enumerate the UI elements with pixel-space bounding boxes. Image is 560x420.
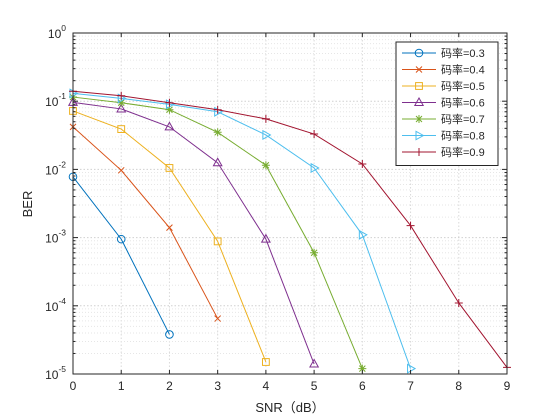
legend-box	[395, 41, 499, 166]
series-3	[69, 107, 270, 366]
y-axis-label: BER	[20, 191, 35, 218]
data-point-marker	[358, 229, 368, 240]
legend-label: 码率=0.5	[441, 79, 485, 93]
series-line	[72, 126, 219, 319]
data-point-marker	[406, 221, 415, 230]
data-point-marker	[165, 98, 174, 107]
legend-item: 码率=0.9	[402, 145, 485, 159]
y-tick-label: 100	[48, 23, 66, 41]
legend-label: 码率=0.9	[441, 145, 485, 159]
data-point-marker	[310, 162, 320, 174]
series-2	[69, 123, 222, 322]
x-tick-label: 1	[118, 379, 125, 393]
legend-label: 码率=0.7	[441, 112, 485, 126]
data-point-marker	[213, 128, 222, 137]
data-point-marker	[415, 66, 423, 73]
legend-label: 码率=0.8	[441, 129, 485, 143]
data-point-marker	[213, 237, 222, 246]
legend-item: 码率=0.4	[402, 63, 485, 77]
x-tick-label: 3	[214, 379, 221, 393]
legend-item: 码率=0.6	[402, 96, 485, 110]
data-point-marker	[165, 105, 174, 114]
legend-item: 码率=0.5	[402, 79, 485, 93]
legend-item: 码率=0.7	[402, 112, 485, 126]
data-point-marker	[415, 130, 425, 141]
data-point-marker	[358, 364, 367, 373]
data-point-marker	[358, 160, 367, 168]
data-point-marker	[165, 164, 174, 172]
data-point-marker	[454, 298, 463, 307]
data-point-marker	[309, 358, 320, 368]
x-tick-label: 9	[504, 379, 511, 393]
legend: 码率=0.3 码率=0.4 码率=0.5 码率=0.6 码率=0.7 码率=0.8 码率=0…	[395, 41, 499, 166]
data-point-marker	[261, 114, 270, 123]
y-tick-label: 10-3	[45, 228, 66, 246]
data-point-marker	[165, 330, 174, 339]
data-point-marker	[310, 130, 319, 139]
data-point-marker	[116, 234, 126, 244]
axis-ticks: 0 1 2 3 4 5 6 7 8 9 100 10-1 10-2 10-3 10-4 10-5	[45, 23, 511, 393]
data-point-marker	[260, 233, 271, 243]
data-point-marker	[415, 115, 423, 123]
series-5	[69, 93, 367, 373]
x-tick-label: 5	[311, 379, 318, 393]
series-line	[72, 92, 412, 369]
x-tick-label: 2	[166, 379, 173, 393]
legend-item: 码率=0.8	[402, 129, 485, 143]
x-axis-label: SNR（dB）	[255, 400, 324, 415]
x-tick-label: 4	[263, 379, 270, 393]
data-point-marker	[214, 315, 222, 322]
x-tick-label: 6	[359, 379, 366, 393]
data-point-marker	[117, 125, 126, 133]
data-point-marker	[414, 48, 424, 58]
data-point-marker	[117, 166, 125, 174]
data-point-marker	[117, 91, 126, 100]
data-point-marker	[116, 103, 127, 113]
y-tick-label: 10-5	[45, 364, 66, 382]
data-point-marker	[310, 248, 319, 257]
legend-label: 码率=0.3	[441, 46, 485, 60]
series-7	[69, 87, 511, 372]
legend-label: 码率=0.4	[441, 63, 485, 77]
data-point-marker	[415, 82, 423, 90]
data-point-marker	[413, 96, 425, 106]
data-point-marker	[117, 98, 126, 107]
data-point-marker	[213, 105, 222, 114]
y-tick-label: 10-1	[45, 91, 66, 109]
data-point-marker	[261, 358, 270, 366]
y-tick-label: 10-4	[45, 296, 66, 314]
data-point-marker	[415, 148, 423, 156]
x-tick-label: 8	[455, 379, 462, 393]
legend-label: 码率=0.6	[441, 96, 485, 110]
data-point-marker	[262, 129, 272, 141]
data-point-marker	[212, 157, 223, 167]
series-lines	[67, 87, 511, 374]
data-point-marker	[407, 363, 417, 374]
data-point-marker	[164, 121, 175, 131]
axes-box	[72, 32, 508, 375]
series-line	[72, 90, 508, 368]
data-point-marker	[166, 224, 173, 231]
y-tick-label: 10-2	[45, 159, 66, 177]
legend-item: 码率=0.3	[402, 46, 485, 60]
series-line	[72, 101, 315, 365]
x-tick-label: 7	[407, 379, 414, 393]
x-tick-label: 0	[70, 379, 77, 393]
data-point-marker	[261, 161, 270, 170]
series-line	[72, 176, 170, 335]
series-line	[72, 110, 267, 363]
